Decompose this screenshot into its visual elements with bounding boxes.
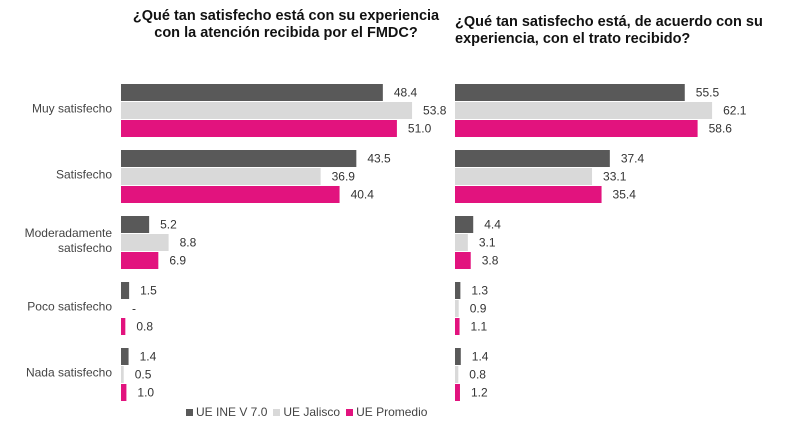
value-label: 1.3 bbox=[471, 284, 488, 298]
value-label: 1.4 bbox=[472, 350, 489, 364]
category-label: Satisfecho bbox=[55, 167, 112, 182]
value-label: 62.1 bbox=[723, 104, 747, 118]
value-label: 55.5 bbox=[696, 86, 720, 100]
bar bbox=[455, 186, 602, 203]
bar bbox=[121, 84, 383, 101]
value-label: 33.1 bbox=[603, 170, 627, 184]
chart-title: ¿Qué tan satisfecho está con su experien… bbox=[132, 8, 440, 41]
legend-swatch bbox=[273, 409, 281, 416]
value-label: 48.4 bbox=[394, 86, 418, 100]
bar bbox=[455, 150, 610, 167]
value-label: 0.8 bbox=[136, 320, 153, 334]
value-label: 40.4 bbox=[351, 188, 375, 202]
bar bbox=[121, 120, 397, 137]
bar bbox=[455, 120, 698, 137]
legend-label: UE INE V 7.0 bbox=[196, 405, 268, 419]
bar bbox=[121, 216, 150, 233]
value-label: 51.0 bbox=[408, 122, 432, 136]
bar bbox=[121, 384, 127, 401]
value-label: 1.5 bbox=[140, 284, 157, 298]
bar bbox=[455, 348, 461, 365]
bar bbox=[455, 300, 459, 317]
value-label: 36.9 bbox=[332, 170, 356, 184]
bar bbox=[121, 102, 413, 119]
bar bbox=[455, 366, 459, 383]
value-label: 1.1 bbox=[471, 320, 488, 334]
value-label: 37.4 bbox=[621, 152, 645, 166]
value-label: 0.9 bbox=[470, 302, 487, 316]
value-label: 1.2 bbox=[471, 386, 488, 400]
bar bbox=[455, 168, 593, 185]
bar bbox=[121, 150, 357, 167]
value-label: 5.2 bbox=[160, 218, 177, 232]
legend-label: UE Jalisco bbox=[283, 405, 341, 419]
legend: UE INE V 7.0 UE Jalisco UE Promedio bbox=[186, 405, 427, 419]
legend-item: UE INE V 7.0 bbox=[186, 405, 267, 419]
value-label: 43.5 bbox=[367, 152, 391, 166]
legend-swatch bbox=[346, 409, 354, 416]
legend-item: UE Jalisco bbox=[273, 405, 340, 419]
value-label: 3.1 bbox=[479, 236, 496, 250]
value-label: - bbox=[132, 302, 136, 316]
bar bbox=[121, 366, 124, 383]
chart-title: ¿Qué tan satisfecho está, de acuerdo con… bbox=[455, 14, 763, 47]
bar bbox=[121, 282, 130, 299]
bar bbox=[455, 216, 474, 233]
legend-swatch bbox=[186, 409, 193, 416]
bar bbox=[121, 348, 129, 365]
category-label: Poco satisfecho bbox=[27, 299, 112, 314]
bar bbox=[455, 234, 468, 251]
bar bbox=[121, 252, 159, 269]
legend-item: UE Promedio bbox=[346, 405, 427, 419]
value-label: 3.8 bbox=[482, 254, 499, 268]
bar bbox=[455, 102, 713, 119]
bar bbox=[121, 186, 340, 203]
bar bbox=[121, 168, 321, 185]
bar bbox=[121, 318, 126, 335]
value-label: 4.4 bbox=[484, 218, 501, 232]
value-label: 8.8 bbox=[180, 236, 197, 250]
category-label: Moderadamente satisfecho bbox=[24, 226, 112, 255]
bar bbox=[121, 234, 169, 251]
value-label: 0.8 bbox=[469, 368, 486, 382]
bar bbox=[455, 84, 685, 101]
value-label: 35.4 bbox=[613, 188, 637, 202]
value-label: 0.5 bbox=[135, 368, 152, 382]
value-label: 1.4 bbox=[140, 350, 157, 364]
value-label: 58.6 bbox=[709, 122, 733, 136]
category-label: Muy satisfecho bbox=[31, 101, 112, 116]
value-label: 6.9 bbox=[169, 254, 186, 268]
bar bbox=[455, 384, 460, 401]
bar bbox=[455, 252, 471, 269]
value-label: 53.8 bbox=[423, 104, 447, 118]
bar bbox=[455, 318, 460, 335]
bar bbox=[455, 282, 461, 299]
legend-label: UE Promedio bbox=[356, 405, 428, 419]
value-label: 1.0 bbox=[137, 386, 154, 400]
category-label: Nada satisfecho bbox=[25, 365, 112, 380]
